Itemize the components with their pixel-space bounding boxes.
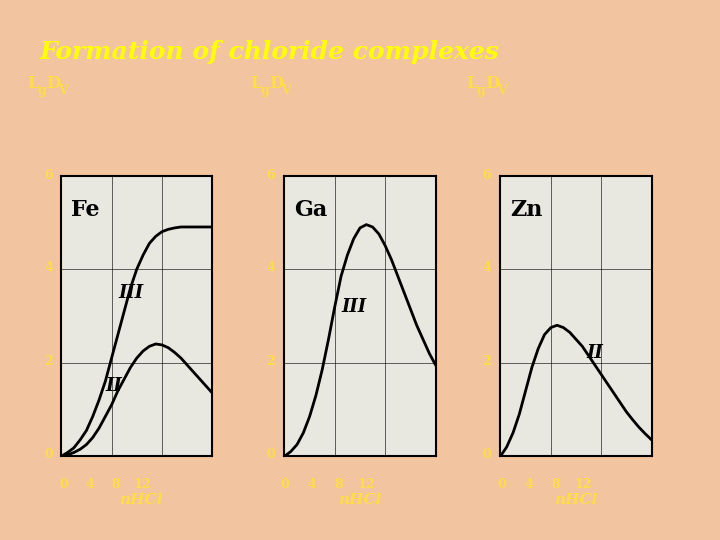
- Text: 4: 4: [266, 261, 275, 274]
- Text: nHCl: nHCl: [554, 492, 598, 507]
- Text: L: L: [251, 75, 262, 92]
- Text: 2: 2: [266, 355, 275, 368]
- Text: 4: 4: [86, 478, 94, 491]
- Text: D: D: [269, 75, 284, 92]
- Text: Formation of chloride complexes: Formation of chloride complexes: [40, 40, 500, 64]
- Text: 0: 0: [498, 478, 506, 491]
- Text: V: V: [497, 84, 507, 97]
- Text: Zn: Zn: [510, 199, 543, 221]
- Text: 12: 12: [575, 478, 592, 491]
- Text: 2: 2: [482, 355, 491, 368]
- Text: nHCl: nHCl: [119, 492, 162, 507]
- Text: V: V: [58, 84, 68, 97]
- Text: 2: 2: [45, 355, 53, 368]
- Text: nHCl: nHCl: [338, 492, 382, 507]
- Text: 4: 4: [45, 261, 53, 274]
- Text: Ga: Ga: [294, 199, 328, 221]
- Text: 0: 0: [281, 478, 289, 491]
- Text: D: D: [46, 75, 60, 92]
- Text: 8: 8: [334, 478, 343, 491]
- Text: L: L: [27, 75, 39, 92]
- Text: 8: 8: [552, 478, 560, 491]
- Text: 6: 6: [482, 169, 491, 182]
- Text: 4: 4: [525, 478, 534, 491]
- Text: II: II: [587, 345, 603, 362]
- Text: g: g: [37, 84, 46, 97]
- Text: III: III: [118, 284, 143, 301]
- Text: 0: 0: [482, 448, 491, 461]
- Text: 0: 0: [59, 478, 68, 491]
- Text: II: II: [106, 377, 122, 395]
- Text: g: g: [477, 84, 485, 97]
- Text: V: V: [281, 84, 291, 97]
- Text: 0: 0: [266, 448, 275, 461]
- Text: 8: 8: [111, 478, 120, 491]
- Text: 12: 12: [357, 478, 374, 491]
- Text: L: L: [467, 75, 478, 92]
- Text: 4: 4: [482, 261, 491, 274]
- Text: Fe: Fe: [71, 199, 100, 221]
- Text: 6: 6: [266, 169, 275, 182]
- Text: III: III: [341, 298, 366, 315]
- Text: g: g: [261, 84, 269, 97]
- Text: 6: 6: [45, 169, 53, 182]
- Text: 0: 0: [45, 448, 53, 461]
- Text: 4: 4: [307, 478, 316, 491]
- Text: 12: 12: [134, 478, 151, 491]
- Text: D: D: [485, 75, 500, 92]
